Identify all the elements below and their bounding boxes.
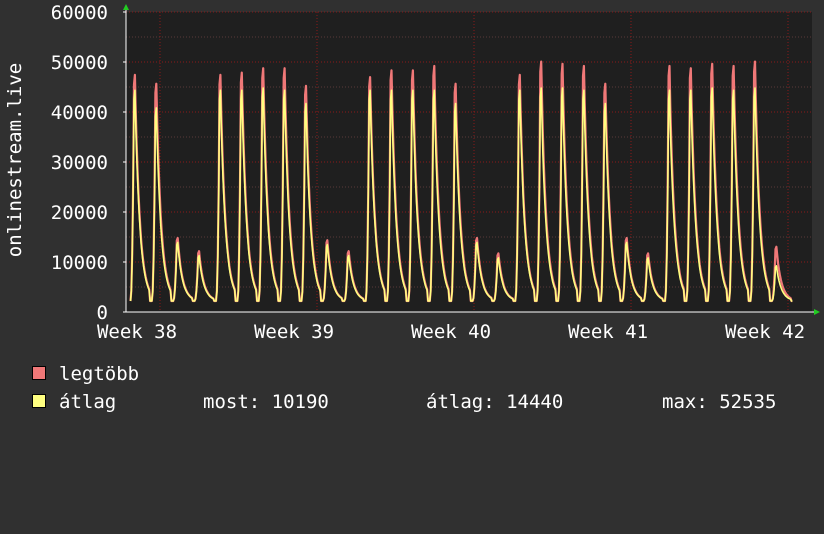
- series-line-avg: [129, 87, 793, 302]
- y-axis-label: onlinestream.live: [4, 63, 26, 257]
- stat-avg: átlag: 14440: [426, 391, 564, 413]
- legend-label-max: legtöbb: [59, 363, 140, 385]
- max-swatch: [32, 366, 46, 380]
- y-axis-arrow: [123, 4, 129, 10]
- stat-now: most: 10190: [203, 391, 329, 413]
- x-tick-label: Week 41: [568, 321, 648, 343]
- legend-label-avg: átlag: [59, 391, 117, 413]
- axis-labels: 0 10000 20000 30000 40000 50000 60000 Week 38 We…: [4, 2, 805, 343]
- y-tick-label: 10000: [51, 252, 108, 274]
- y-tick-label: 60000: [51, 2, 108, 24]
- chart: 0 10000 20000 30000 40000 50000 60000 Week 38 We…: [4, 2, 820, 343]
- x-tick-label: Week 40: [411, 321, 491, 343]
- y-tick-label: 20000: [51, 202, 108, 224]
- y-tick-label: 30000: [51, 152, 108, 174]
- series-layer: [129, 60, 793, 303]
- stat-max: max: 52535: [662, 391, 777, 413]
- y-tick-label: 50000: [51, 52, 108, 74]
- x-tick-label: Week 39: [254, 321, 334, 343]
- avg-swatch: [32, 394, 46, 408]
- y-tick-label: 40000: [51, 102, 108, 124]
- y-tick-label: 0: [97, 302, 108, 324]
- x-axis-arrow: [814, 309, 820, 315]
- x-tick-label: Week 42: [725, 321, 805, 343]
- x-tick-label: Week 38: [97, 321, 177, 343]
- legend-item-avg: átlag most: 10190 átlag: 14440 max: 5253…: [32, 390, 812, 414]
- axes: [123, 4, 820, 315]
- legend-item-max: legtöbb: [32, 362, 139, 386]
